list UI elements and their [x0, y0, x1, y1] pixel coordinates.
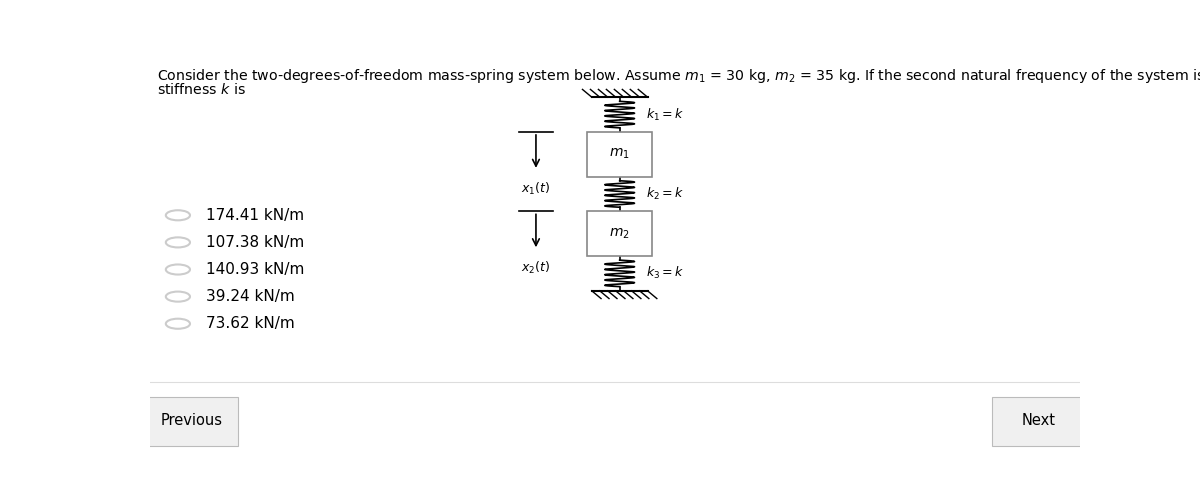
- FancyBboxPatch shape: [587, 132, 653, 177]
- Text: 140.93 kN/m: 140.93 kN/m: [206, 262, 304, 277]
- Text: $k_1 = k$: $k_1 = k$: [646, 107, 684, 123]
- Text: $m_1$: $m_1$: [610, 147, 630, 161]
- Text: 174.41 kN/m: 174.41 kN/m: [206, 208, 304, 223]
- Text: $k_2 = k$: $k_2 = k$: [646, 186, 684, 202]
- Text: $k_3 = k$: $k_3 = k$: [646, 265, 684, 282]
- FancyBboxPatch shape: [145, 397, 239, 446]
- Text: $m_2$: $m_2$: [610, 226, 630, 241]
- Text: 107.38 kN/m: 107.38 kN/m: [206, 235, 304, 250]
- Text: Consider the two-degrees-of-freedom mass-spring system below. Assume $m_1$ = 30 : Consider the two-degrees-of-freedom mass…: [157, 67, 1200, 86]
- Text: 39.24 kN/m: 39.24 kN/m: [206, 289, 294, 304]
- Text: $x_2(t)$: $x_2(t)$: [521, 260, 551, 276]
- FancyBboxPatch shape: [991, 397, 1085, 446]
- FancyBboxPatch shape: [587, 211, 653, 256]
- Text: stiffness $k$ is: stiffness $k$ is: [157, 81, 246, 97]
- Text: Previous: Previous: [161, 413, 223, 428]
- Text: 73.62 kN/m: 73.62 kN/m: [206, 316, 294, 331]
- Text: Next: Next: [1021, 413, 1055, 428]
- Text: $x_1(t)$: $x_1(t)$: [521, 181, 551, 197]
